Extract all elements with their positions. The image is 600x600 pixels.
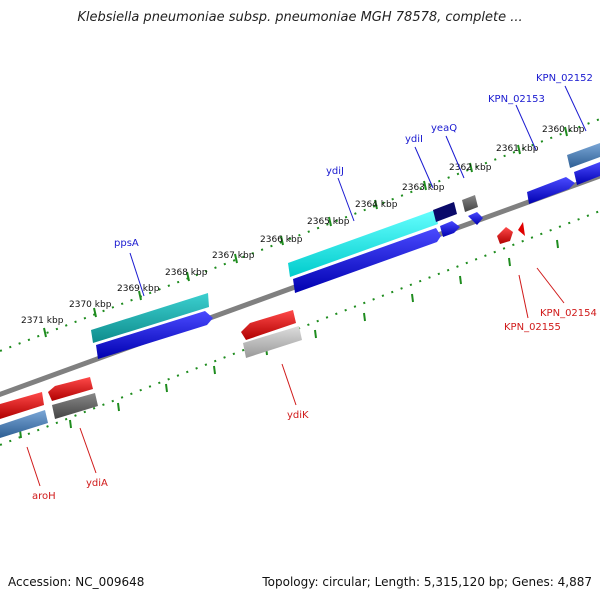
gene-aroH-cog[interactable] xyxy=(0,410,48,438)
tick-label: 2369 kbp xyxy=(117,284,160,294)
accession-text: Accession: NC_009648 xyxy=(8,575,145,589)
gene-label-KPN_02152: KPN_02152 xyxy=(536,73,593,84)
bottom-tick-marks xyxy=(19,239,559,439)
genome-title: Klebsiella pneumoniae subsp. pneumoniae … xyxy=(77,10,523,25)
tick-label: 2366 kbp xyxy=(260,235,303,245)
gene-KPN_02152[interactable] xyxy=(574,162,600,185)
tick-label: 2362 kbp xyxy=(449,163,492,173)
gene-ppsA[interactable] xyxy=(96,311,213,359)
tick-label: 2361 kbp xyxy=(496,144,539,154)
gene-ppsA-cog[interactable] xyxy=(91,293,209,343)
genome-summary-text: Topology: circular; Length: 5,315,120 bp… xyxy=(262,575,592,589)
tick-label: 2364 kbp xyxy=(355,200,398,210)
gene-ydiA[interactable] xyxy=(48,377,93,401)
reverse-genes[interactable] xyxy=(0,222,525,438)
gene-KPN_02152-cog[interactable] xyxy=(567,143,600,168)
tick-label: 2360 kbp xyxy=(542,125,585,135)
top-tick-marks xyxy=(43,126,568,338)
tick-label: 2365 kbp xyxy=(307,217,350,227)
gene-aroH[interactable] xyxy=(0,392,44,419)
gene-KPN_02155[interactable] xyxy=(497,227,513,244)
forward-genes[interactable] xyxy=(91,143,600,359)
gene-ydiI-cog[interactable] xyxy=(433,202,457,222)
gene-label-ydiI: ydiI xyxy=(405,134,423,145)
tick-label: 2363 kbp xyxy=(402,183,445,193)
gene-ydiJ[interactable] xyxy=(293,228,441,293)
gene-label-yeaQ: yeaQ xyxy=(431,123,457,134)
gene-label-KPN_02155: KPN_02155 xyxy=(504,322,561,333)
gene-ydiK-cog[interactable] xyxy=(243,326,302,358)
gene-ydiK[interactable] xyxy=(241,310,296,340)
tick-label: 2368 kbp xyxy=(165,268,208,278)
gene-KPN_02153[interactable] xyxy=(527,177,575,204)
tick-label: 2370 kbp xyxy=(69,300,112,310)
gene-yeaQ[interactable] xyxy=(468,212,483,225)
gene-label-ppsA: ppsA xyxy=(114,238,139,249)
gene-label-ydiA: ydiA xyxy=(86,478,108,489)
tick-label: 2371 kbp xyxy=(21,316,64,326)
gene-labels: ppsA ydiJ ydiI yeaQ KPN_02153 KPN_02152 … xyxy=(32,73,597,502)
label-leaders xyxy=(26,85,587,487)
gene-label-KPN_02153: KPN_02153 xyxy=(488,94,545,105)
gene-label-ydiK: ydiK xyxy=(287,410,309,421)
gene-label-KPN_02154: KPN_02154 xyxy=(540,308,597,319)
gene-ydiJ-cog[interactable] xyxy=(288,210,438,277)
gene-label-ydiJ: ydiJ xyxy=(326,166,344,177)
gene-yeaQ-cog[interactable] xyxy=(462,195,478,212)
gene-ydiI[interactable] xyxy=(440,221,460,237)
gene-KPN_02154[interactable] xyxy=(518,222,525,236)
tick-label: 2367 kbp xyxy=(212,251,255,261)
gene-ydiA-cog[interactable] xyxy=(52,393,98,419)
gene-label-aroH: aroH xyxy=(32,491,56,502)
scale-labels: 2371 kbp 2370 kbp 2369 kbp 2368 kbp 2367… xyxy=(21,125,585,326)
outer-dotted-ring xyxy=(0,118,600,352)
